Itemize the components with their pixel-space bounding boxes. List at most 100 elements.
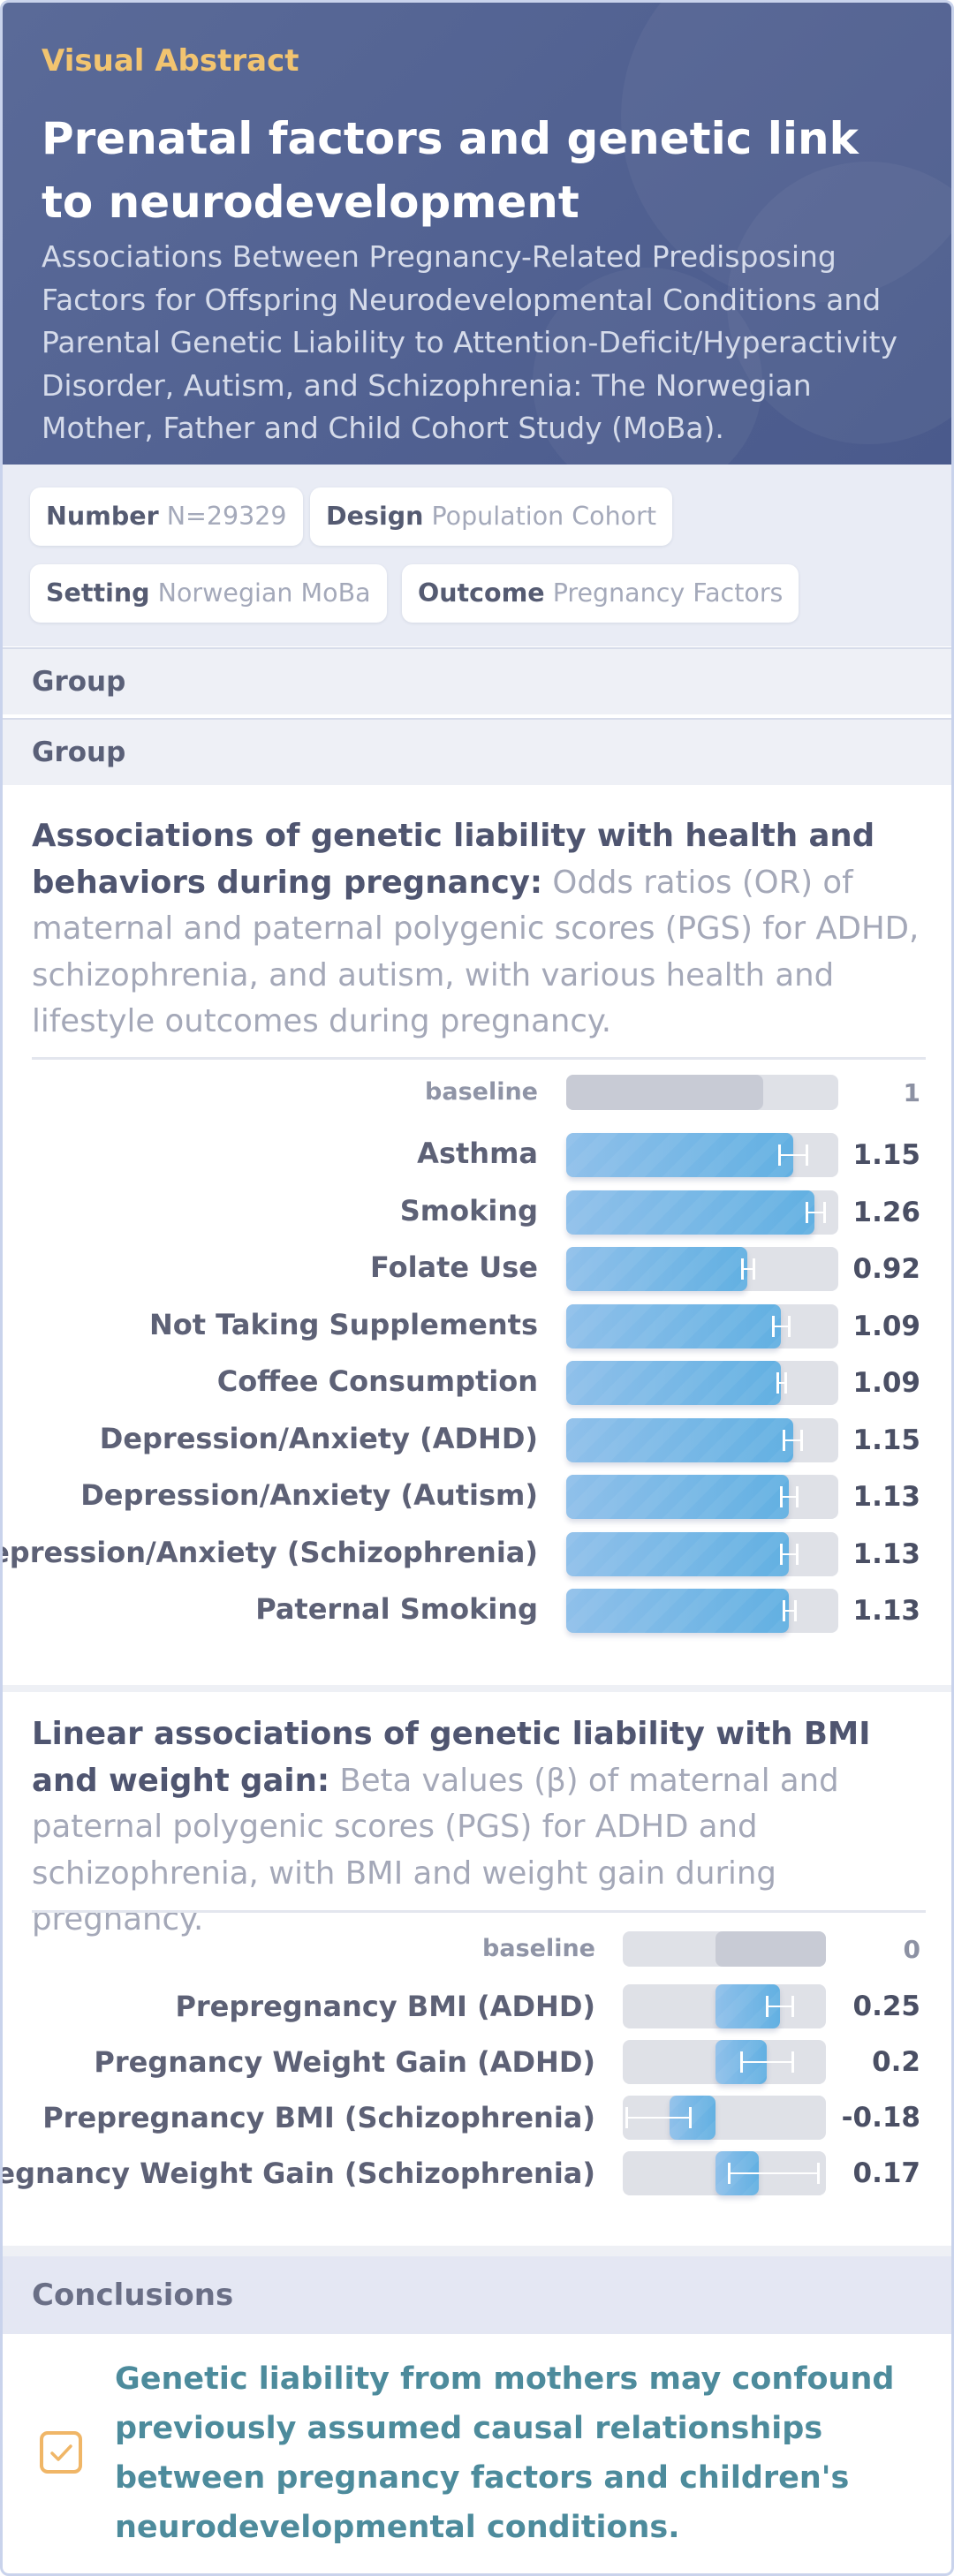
row-value: -0.18	[841, 2102, 920, 2134]
eyebrow-label: Visual Abstract	[42, 43, 299, 79]
chip-key: Number	[46, 502, 159, 531]
error-cap	[782, 1600, 785, 1621]
bar	[566, 1303, 782, 1348]
section2-rule	[32, 1910, 926, 1913]
bar	[566, 1361, 782, 1405]
error-cap	[806, 1144, 809, 1166]
baseline-value: 0	[903, 1935, 920, 1964]
row-value: 0.25	[852, 1991, 921, 2022]
row-label: Prepregnancy BMI (Schizophrenia)	[42, 2101, 595, 2134]
row-value: 1.09	[852, 1310, 921, 1342]
bar	[566, 1417, 793, 1462]
section2-desc: Beta values (β) of maternal and paternal…	[32, 1762, 839, 1938]
chip-value: Population Cohort	[431, 502, 657, 531]
baseline-label: baseline	[482, 1935, 595, 1962]
error-cap	[780, 1486, 784, 1507]
section1-desc: Odds ratios (OR) of maternal and paterna…	[32, 864, 920, 1040]
error-bar	[728, 2172, 818, 2174]
check-box-icon	[40, 2431, 82, 2474]
chip-value: Norwegian MoBa	[157, 578, 371, 608]
error-cap	[791, 1996, 794, 2017]
row-label: Folate Use	[370, 1250, 538, 1284]
page-subtitle: Associations Between Pregnancy-Related P…	[42, 239, 898, 445]
error-bar	[773, 1325, 790, 1327]
baseline-value: 1	[903, 1078, 920, 1107]
row-label: Prepregnancy BMI (ADHD)	[175, 1990, 595, 2023]
error-cap	[778, 1144, 782, 1166]
error-cap	[689, 2107, 692, 2128]
error-cap	[799, 1429, 803, 1451]
row-value: 1.13	[852, 1537, 921, 1570]
row-label: Smoking	[399, 1193, 538, 1228]
row-label: Depression/Anxiety (Schizophrenia)	[0, 1535, 538, 1569]
bar	[566, 1475, 790, 1519]
chip-key: Design	[326, 502, 424, 531]
error-cap	[796, 1486, 799, 1507]
row-label: Asthma	[417, 1137, 538, 1170]
chip-key: Setting	[46, 578, 150, 608]
group-row[interactable]: Group	[3, 718, 951, 785]
error-bar	[741, 2061, 792, 2063]
row-value: 1.13	[852, 1595, 921, 1627]
chip-outcome: Outcome Pregnancy Factors	[402, 564, 799, 623]
row-value: 0.17	[852, 2157, 921, 2189]
error-bar	[776, 1382, 785, 1384]
bar	[566, 1247, 748, 1291]
error-cap	[780, 1543, 784, 1565]
row-label: Pregnancy Weight Gain (ADHD)	[94, 2045, 595, 2079]
section-divider	[3, 2246, 951, 2256]
error-cap	[788, 1315, 791, 1337]
error-cap	[817, 2163, 820, 2184]
section-divider	[3, 1685, 951, 1692]
error-cap	[753, 1258, 756, 1280]
section1-rule	[32, 1057, 926, 1060]
row-label: Coffee Consumption	[216, 1364, 538, 1398]
error-cap	[791, 2051, 794, 2073]
row-value: 1.13	[852, 1481, 921, 1513]
error-cap	[806, 1201, 809, 1223]
row-value: 1.26	[852, 1196, 921, 1228]
error-bar	[781, 1552, 798, 1555]
header: Visual Abstract Prenatal factors and gen…	[3, 3, 951, 465]
row-label: Depression/Anxiety (ADHD)	[99, 1421, 538, 1455]
error-bar	[741, 1268, 754, 1270]
row-label: Pregnancy Weight Gain (Schizophrenia)	[0, 2157, 595, 2190]
error-cap	[766, 1996, 768, 2017]
error-cap	[625, 2107, 628, 2128]
error-bar	[781, 1496, 798, 1498]
group-row[interactable]: Group	[3, 647, 951, 714]
chip-number: Number N=29329	[30, 487, 303, 546]
row-value: 1.09	[852, 1367, 921, 1399]
baseline-label: baseline	[425, 1078, 538, 1106]
error-bar	[779, 1154, 807, 1156]
chip-design: Design Population Cohort	[310, 487, 673, 546]
baseline-bar	[566, 1075, 764, 1110]
section1-lead: Associations of genetic liability with h…	[32, 818, 875, 901]
section2-intro: Linear associations of genetic liability…	[32, 1711, 924, 1944]
conclusions-heading: Conclusions	[3, 2256, 951, 2334]
error-bar	[806, 1211, 825, 1213]
row-label: Paternal Smoking	[255, 1592, 538, 1626]
bar	[566, 1190, 815, 1235]
chip-value: N=29329	[166, 502, 287, 531]
bar	[566, 1531, 790, 1576]
error-cap	[793, 1600, 797, 1621]
row-value: 1.15	[852, 1424, 921, 1456]
row-value: 0.92	[852, 1253, 921, 1285]
baseline-bar	[716, 1931, 826, 1967]
chip-setting: Setting Norwegian MoBa	[30, 564, 387, 623]
error-bar	[767, 2006, 792, 2007]
error-bar	[783, 1439, 801, 1441]
error-bar	[625, 2117, 690, 2119]
error-cap	[740, 2051, 743, 2073]
error-cap	[782, 1429, 785, 1451]
row-label: Not Taking Supplements	[148, 1307, 538, 1341]
conclusions-text: Genetic liability from mothers may confo…	[115, 2361, 895, 2545]
bar	[566, 1133, 793, 1177]
error-cap	[727, 2163, 731, 2184]
error-cap	[776, 1372, 779, 1394]
error-cap	[772, 1315, 776, 1337]
error-cap	[796, 1543, 799, 1565]
chip-key: Outcome	[418, 578, 545, 608]
